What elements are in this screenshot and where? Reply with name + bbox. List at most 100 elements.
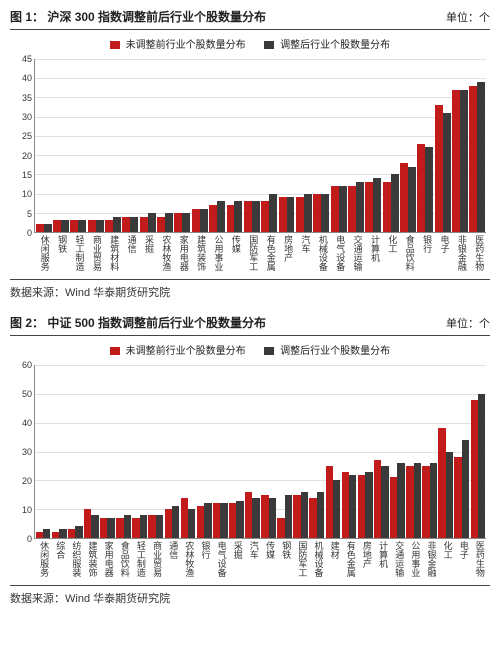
bar-after — [321, 194, 329, 232]
x-tick-label: 商业贸易 — [91, 235, 104, 271]
x-tick-label: 交通运输 — [352, 235, 365, 271]
bar-before — [140, 217, 148, 232]
bar-before — [417, 144, 425, 232]
figure-1-title-text: 沪深 300 指数调整前后行业个股数量分布 — [47, 10, 266, 24]
x-tick-label: 商业贸易 — [151, 541, 164, 577]
figure-2-chart: 0102030405060休闲服务综合纺织服装建筑装饰家用电器食品饮料轻工制造商… — [10, 361, 490, 581]
bar-before — [174, 213, 182, 232]
figure-1-chart: 051015202530354045休闲服务钢铁轻工制造商业贸易建筑材料通信采掘… — [10, 55, 490, 275]
bars-container — [35, 365, 486, 538]
x-tick-label: 建材 — [329, 541, 342, 559]
figure-2-legend: 未调整前行业个股数量分布 调整后行业个股数量分布 — [10, 342, 490, 357]
bar-group — [99, 365, 115, 538]
y-tick-label: 25 — [12, 131, 32, 141]
bar-before — [165, 509, 172, 538]
bar-after — [130, 217, 138, 232]
x-tick-label: 传媒 — [264, 541, 277, 559]
legend-before-label: 未调整前行业个股数量分布 — [126, 40, 246, 51]
plot-area — [34, 59, 486, 233]
x-tick-label: 汽车 — [248, 541, 261, 559]
bar-after — [373, 178, 381, 232]
bar-group — [67, 365, 83, 538]
bar-after — [460, 90, 468, 232]
bar-after — [113, 217, 121, 232]
bar-before — [68, 529, 75, 538]
y-tick-label: 30 — [12, 447, 32, 457]
bar-group — [341, 365, 357, 538]
x-tick-label: 非银金融 — [426, 541, 439, 577]
bar-before — [435, 105, 443, 232]
bar-before — [88, 220, 96, 232]
bar-before — [293, 495, 300, 538]
bar-before — [148, 515, 155, 538]
bar-group — [434, 59, 451, 232]
bar-after — [165, 213, 173, 232]
x-tick-label: 医药生物 — [473, 235, 486, 271]
bar-group — [132, 365, 148, 538]
x-tick-label: 国防军工 — [296, 541, 309, 577]
bar-group — [35, 365, 51, 538]
legend-after-item: 调整后行业个股数量分布 — [264, 346, 390, 357]
figure-1-title-prefix: 图 1： — [10, 10, 44, 24]
bar-after — [408, 167, 416, 232]
x-tick-label: 房地产 — [361, 541, 374, 568]
bar-group — [51, 365, 67, 538]
bar-group — [451, 59, 468, 232]
bar-group — [309, 365, 325, 538]
bar-after — [349, 475, 356, 538]
page: 图 1： 沪深 300 指数调整前后行业个股数量分布 单位：个 未调整前行业个股… — [0, 0, 500, 664]
bar-after — [148, 213, 156, 232]
y-tick-label: 10 — [12, 505, 32, 515]
bar-before — [245, 492, 252, 538]
bar-group — [405, 365, 421, 538]
x-tick-label: 农林牧渔 — [183, 541, 196, 577]
legend-before-swatch — [110, 347, 120, 355]
bar-after — [236, 501, 243, 538]
bar-after — [478, 394, 485, 538]
bar-group — [35, 59, 52, 232]
x-tick-label: 钢铁 — [280, 541, 293, 559]
bar-group — [365, 59, 382, 232]
x-tick-label: 公用事业 — [213, 235, 226, 271]
x-tick-label: 计算机 — [369, 235, 382, 262]
bar-group — [174, 59, 191, 232]
x-tick-label: 电气设备 — [216, 541, 229, 577]
bar-before — [452, 90, 460, 232]
x-tick-label: 建筑装饰 — [87, 541, 100, 577]
y-tick-label: 45 — [12, 54, 32, 64]
bar-group — [52, 59, 69, 232]
figure-1: 图 1： 沪深 300 指数调整前后行业个股数量分布 单位：个 未调整前行业个股… — [10, 8, 490, 300]
x-tick-label: 通信 — [167, 541, 180, 559]
bar-group — [261, 365, 277, 538]
x-tick-label: 国防军工 — [247, 235, 260, 271]
bar-group — [438, 365, 454, 538]
bar-group — [180, 365, 196, 538]
x-tick-label: 化工 — [386, 235, 399, 253]
bar-after — [217, 201, 225, 232]
bar-group — [228, 365, 244, 538]
x-tick-label: 房地产 — [282, 235, 295, 262]
x-tick-label: 食品饮料 — [119, 541, 132, 577]
bar-after — [200, 209, 208, 232]
bar-before — [469, 86, 477, 232]
legend-after-swatch — [264, 347, 274, 355]
x-tick-label: 有色金属 — [345, 541, 358, 577]
bar-after — [443, 113, 451, 232]
bar-group — [164, 365, 180, 538]
bar-before — [422, 466, 429, 538]
bar-after — [78, 220, 86, 232]
bar-group — [261, 59, 278, 232]
bar-before — [383, 182, 391, 232]
bar-after — [124, 515, 131, 538]
bar-after — [75, 526, 82, 538]
bar-before — [406, 466, 413, 538]
bar-after — [287, 197, 295, 232]
bar-group — [208, 59, 225, 232]
bar-group — [212, 365, 228, 538]
bar-after — [269, 194, 277, 232]
legend-after-label: 调整后行业个股数量分布 — [280, 40, 390, 51]
y-tick-label: 50 — [12, 389, 32, 399]
figure-1-header: 图 1： 沪深 300 指数调整前后行业个股数量分布 单位：个 — [10, 8, 490, 30]
y-tick-label: 0 — [12, 228, 32, 238]
figure-1-unit: 单位：个 — [446, 9, 490, 25]
